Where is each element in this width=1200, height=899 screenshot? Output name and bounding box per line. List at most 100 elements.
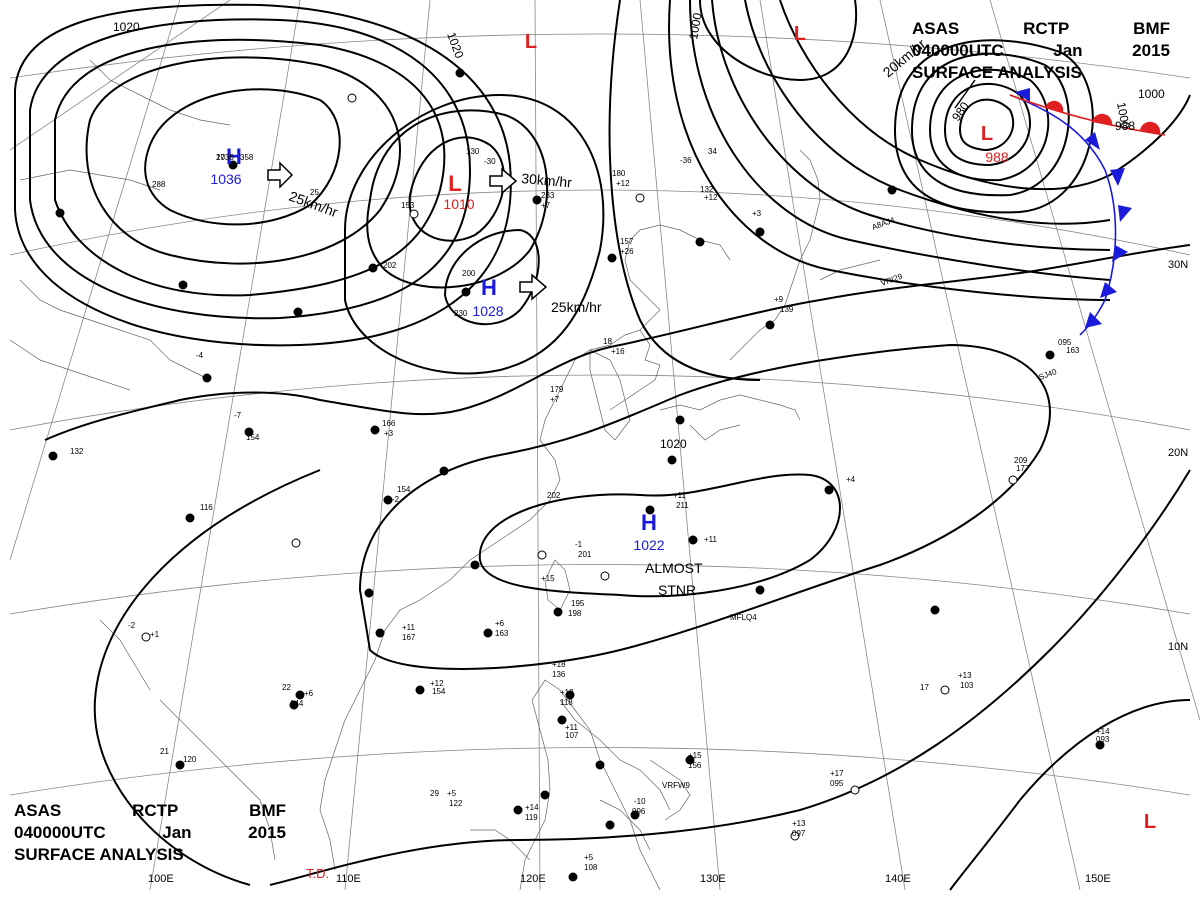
- high-center-1022-symbol: H: [641, 510, 657, 535]
- warm-front: [1009, 94, 1166, 136]
- station-value: 200: [462, 269, 476, 278]
- header-bottom-left: ASAS RCTP BMF 040000UTC Jan 2015 SURFACE…: [14, 800, 286, 866]
- station-value: 093: [1096, 735, 1110, 744]
- station-value: +5: [584, 853, 594, 862]
- station-value: 122: [449, 799, 463, 808]
- low-center-north-symbol: L: [525, 31, 537, 53]
- station-value: +7: [550, 395, 560, 404]
- station-value: 177: [1016, 464, 1030, 473]
- station-value: +18: [552, 660, 566, 669]
- station-value: 195: [571, 599, 585, 608]
- station-value: 132: [70, 447, 84, 456]
- station-value: 132: [700, 185, 714, 194]
- station-value: +17: [830, 769, 844, 778]
- motion-labels: 25km/hr 30km/hr 25km/hr 20km/hr ALMOST S…: [287, 35, 929, 598]
- header-bmf: BMF: [249, 801, 286, 820]
- high-center-1028-value: 1028: [472, 303, 503, 319]
- high-center-1036-symbol: H: [226, 144, 242, 169]
- station-value: 139: [780, 305, 794, 314]
- station-value: -7: [234, 411, 242, 420]
- station-value: 201: [578, 550, 592, 559]
- station-value: 095: [830, 779, 844, 788]
- station-value: 17: [920, 683, 929, 692]
- longitude-label: 100E: [148, 873, 174, 885]
- station-value: 136: [552, 670, 566, 679]
- station-value: +13: [792, 819, 806, 828]
- station-value: +9: [774, 295, 784, 304]
- station-value: 096: [632, 807, 646, 816]
- station-value: 29: [430, 789, 439, 798]
- station-value: 179: [550, 385, 564, 394]
- station-value: +7: [541, 201, 551, 210]
- motion-label: 30km/hr: [521, 170, 573, 190]
- station-value: -4: [196, 351, 204, 360]
- header-year: 2015: [1132, 41, 1170, 60]
- station-value: +15: [688, 751, 702, 760]
- station-value: +6: [304, 689, 314, 698]
- high-center-1036-value: 1036: [210, 171, 241, 187]
- isobar-label: 1000: [1114, 101, 1132, 130]
- station-value: 130: [466, 147, 480, 156]
- station-value: 095: [1058, 338, 1072, 347]
- station-value: 116: [200, 503, 213, 512]
- station-value: 27: [216, 153, 225, 162]
- station-value: 156: [688, 761, 702, 770]
- station-value: 22: [282, 683, 291, 692]
- station-value: +11: [565, 723, 579, 732]
- station-value: +15: [541, 574, 555, 583]
- longitude-label: 130E: [700, 873, 726, 885]
- cold-front: [1009, 88, 1132, 336]
- station-value: -36: [680, 156, 692, 165]
- station-value: 097: [792, 829, 806, 838]
- station-value: 103: [960, 681, 974, 690]
- station-value: 118: [560, 698, 573, 707]
- header-title: SURFACE ANALYSIS: [14, 845, 184, 864]
- station-value: +3: [384, 429, 394, 438]
- station-value: +11: [704, 535, 718, 544]
- isobar-label: 1000: [1138, 87, 1165, 101]
- station-value: 202: [383, 261, 397, 270]
- station-value: 163: [1066, 346, 1080, 355]
- header-source: ASAS: [912, 19, 960, 38]
- station-value: 209: [1014, 456, 1028, 465]
- high-center-1028-symbol: H: [481, 275, 497, 300]
- station-value: 1036: [216, 153, 234, 162]
- station-value: +12: [704, 193, 718, 202]
- header-title: SURFACE ANALYSIS: [912, 63, 1082, 82]
- station-value: +14: [525, 803, 539, 812]
- station-value: +12: [616, 179, 630, 188]
- station-value: 166: [382, 419, 396, 428]
- station-value: 358: [240, 153, 254, 162]
- header-station: RCTP: [1023, 19, 1070, 38]
- track-line: [954, 79, 976, 109]
- station-value: 119: [525, 813, 538, 822]
- station-value: 18: [603, 337, 612, 346]
- isobar-label: 1020: [113, 20, 140, 34]
- station-value: +5: [447, 789, 457, 798]
- header-time: 040000UTC: [14, 823, 106, 842]
- station-value: +16: [611, 347, 625, 356]
- station-value: +13: [958, 671, 972, 680]
- status-label: STNR: [658, 582, 696, 598]
- station-value: +4: [846, 475, 856, 484]
- station-value: +12: [430, 679, 444, 688]
- header-month: Jan: [1053, 41, 1083, 60]
- header-source: ASAS: [14, 801, 62, 820]
- low-center-988-symbol: L: [981, 123, 993, 145]
- low-center-988-value: 988: [985, 149, 1009, 165]
- isobar-label: 1020: [660, 437, 687, 451]
- longitude-label: 110E: [336, 873, 361, 885]
- station-value: 211: [676, 501, 689, 510]
- station-values: 1036 35828825202153130-30233+7180+12-3634…: [70, 147, 1110, 872]
- td-label: T.D.: [306, 866, 329, 881]
- station-value: +6: [495, 619, 505, 628]
- station-value: +1: [150, 630, 160, 639]
- coordinate-labels: 30N 20N 10N 100E 110E 120E 130E 140E 150…: [148, 259, 1188, 885]
- station-value: 120: [183, 755, 197, 764]
- ship-id: MFLQ4: [730, 613, 757, 622]
- header-top-right: ASAS RCTP BMF 040000UTC Jan 2015 SURFACE…: [912, 18, 1170, 84]
- isobar-label: 988: [1115, 119, 1135, 133]
- station-value: 167: [402, 633, 416, 642]
- station-value: 154: [397, 485, 411, 494]
